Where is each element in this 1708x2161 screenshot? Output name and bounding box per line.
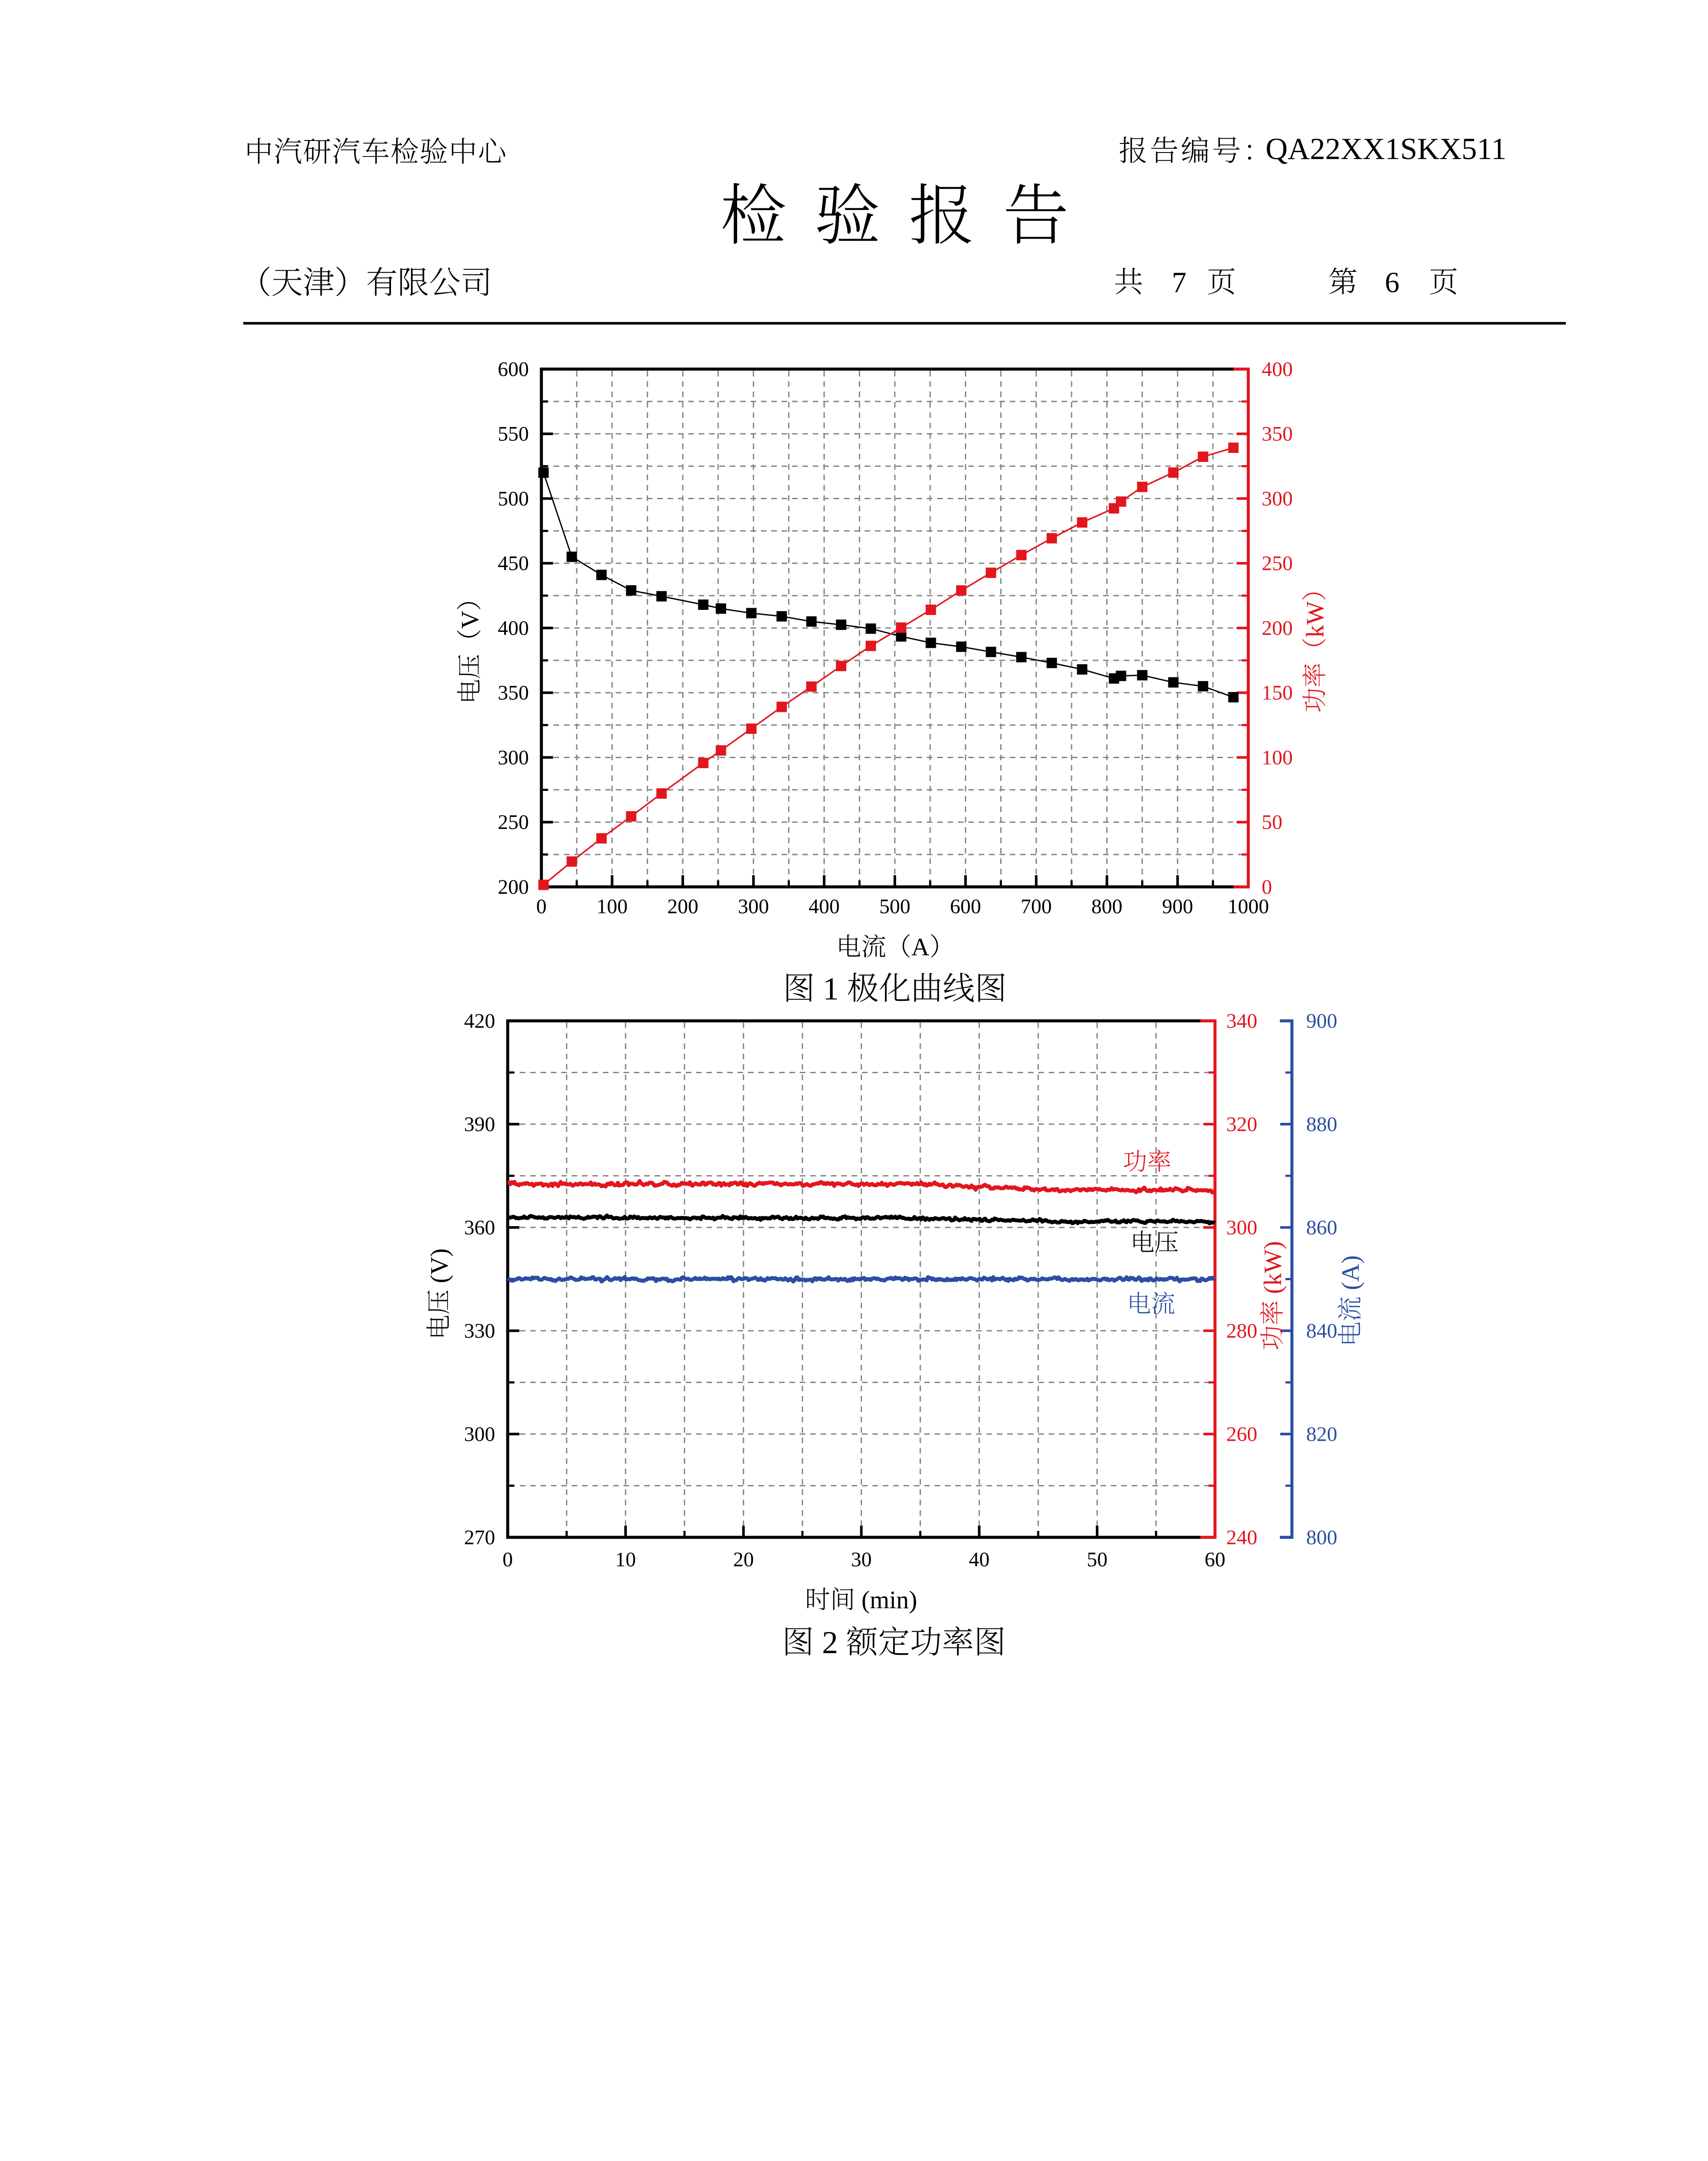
- svg-text:300: 300: [738, 895, 769, 918]
- svg-text:0: 0: [503, 1548, 513, 1571]
- svg-text:V: V: [456, 611, 484, 629]
- svg-text:350: 350: [498, 682, 529, 704]
- svg-text:300: 300: [464, 1423, 495, 1446]
- svg-text:250: 250: [1262, 552, 1293, 575]
- svg-text:50: 50: [1087, 1548, 1107, 1571]
- svg-text:280: 280: [1226, 1320, 1257, 1342]
- svg-text:20: 20: [733, 1548, 754, 1571]
- svg-text:450: 450: [498, 552, 529, 575]
- svg-text:900: 900: [1162, 895, 1193, 918]
- svg-text:10: 10: [615, 1548, 636, 1571]
- svg-text:6: 6: [1385, 266, 1399, 299]
- svg-text:860: 860: [1306, 1216, 1337, 1239]
- svg-text:820: 820: [1306, 1423, 1337, 1446]
- svg-text:700: 700: [1021, 895, 1052, 918]
- svg-text:1: 1: [815, 972, 847, 1007]
- svg-text:(min): (min): [855, 1586, 917, 1614]
- svg-text:400: 400: [1262, 358, 1293, 381]
- svg-text:0: 0: [536, 895, 547, 918]
- svg-text:350: 350: [1262, 423, 1293, 446]
- svg-text:400: 400: [498, 617, 529, 640]
- svg-text:2: 2: [814, 1625, 846, 1661]
- svg-text:100: 100: [1262, 746, 1293, 769]
- svg-text:390: 390: [464, 1113, 495, 1136]
- svg-text:A: A: [911, 933, 929, 961]
- svg-text:500: 500: [498, 487, 529, 510]
- svg-text:200: 200: [498, 876, 529, 899]
- svg-text:840: 840: [1306, 1320, 1337, 1342]
- svg-text:0: 0: [1262, 876, 1272, 899]
- svg-text:240: 240: [1226, 1526, 1257, 1549]
- svg-text:600: 600: [950, 895, 981, 918]
- svg-text:30: 30: [851, 1548, 872, 1571]
- svg-text:300: 300: [498, 746, 529, 769]
- svg-text:500: 500: [879, 895, 910, 918]
- svg-text:300: 300: [1262, 487, 1293, 510]
- svg-text:250: 250: [498, 811, 529, 834]
- svg-text:400: 400: [808, 895, 840, 918]
- svg-text:340: 340: [1226, 1010, 1257, 1033]
- svg-text:200: 200: [667, 895, 698, 918]
- svg-text:320: 320: [1226, 1113, 1257, 1136]
- svg-text:900: 900: [1306, 1010, 1337, 1033]
- svg-text:800: 800: [1306, 1526, 1337, 1549]
- svg-text:880: 880: [1306, 1113, 1337, 1136]
- svg-text:260: 260: [1226, 1423, 1257, 1446]
- svg-text:(kW): (kW): [1259, 1241, 1287, 1300]
- svg-text:1000: 1000: [1228, 895, 1269, 918]
- svg-text:50: 50: [1262, 811, 1282, 834]
- svg-text:270: 270: [464, 1526, 495, 1549]
- svg-text:40: 40: [969, 1548, 989, 1571]
- svg-text:600: 600: [498, 358, 529, 381]
- svg-text:550: 550: [498, 423, 529, 446]
- svg-text:kW: kW: [1301, 601, 1329, 637]
- svg-text:330: 330: [464, 1320, 495, 1342]
- svg-text:(V): (V): [425, 1248, 453, 1289]
- svg-text:100: 100: [597, 895, 628, 918]
- svg-text:(A): (A): [1336, 1255, 1364, 1296]
- svg-text:420: 420: [464, 1010, 495, 1033]
- svg-text:150: 150: [1262, 682, 1293, 704]
- svg-text:360: 360: [464, 1216, 495, 1239]
- svg-text:60: 60: [1205, 1548, 1225, 1571]
- svg-text:800: 800: [1091, 895, 1123, 918]
- svg-text:200: 200: [1262, 617, 1293, 640]
- svg-text:7: 7: [1172, 266, 1186, 299]
- svg-text:300: 300: [1226, 1216, 1257, 1239]
- svg-text:QA22XX1SKX511: QA22XX1SKX511: [1266, 132, 1507, 166]
